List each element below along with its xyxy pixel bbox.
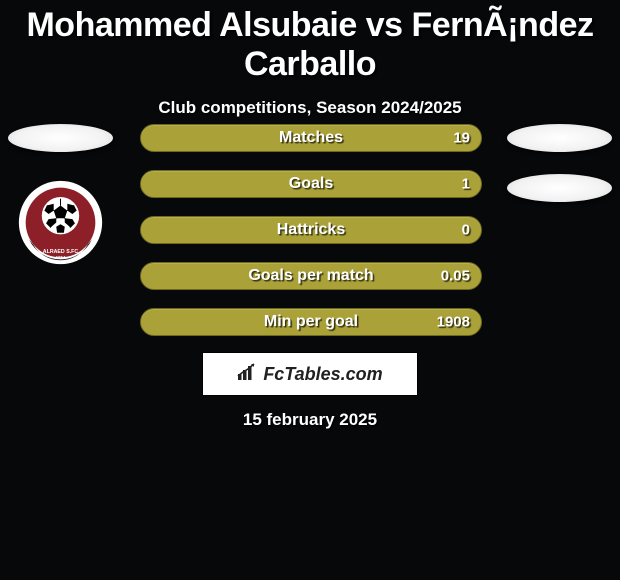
left-player-oval [8,124,113,152]
stat-value: 1 [462,176,470,193]
footer-date: 15 february 2025 [0,410,620,430]
page-subtitle: Club competitions, Season 2024/2025 [0,98,620,118]
stat-label: Min per goal [140,313,482,331]
stat-label: Goals [140,175,482,193]
stats-block: Matches 19 Goals 1 Hattricks 0 Goals per… [140,124,482,354]
brand-box[interactable]: FcTables.com [202,352,418,396]
stat-label: Hattricks [140,221,482,239]
bar-chart-icon [237,362,259,387]
stat-value: 19 [453,130,470,147]
svg-text:ALRAED S.FC: ALRAED S.FC [43,249,79,255]
svg-text:1954: 1954 [56,255,66,260]
stat-label: Goals per match [140,267,482,285]
page-title: Mohammed Alsubaie vs FernÃ¡ndez Carballo [0,0,620,84]
stat-row-hattricks: Hattricks 0 [140,216,482,244]
brand-text: FcTables.com [263,364,382,385]
stat-label: Matches [140,129,482,147]
right-player-oval-2 [507,174,612,202]
stat-value: 0 [462,222,470,239]
stat-row-goals-per-match: Goals per match 0.05 [140,262,482,290]
stat-value: 0.05 [441,268,470,285]
stat-row-matches: Matches 19 [140,124,482,152]
stat-value: 1908 [437,314,470,331]
club-crest: ALRAED S.FC 1954 [18,180,103,265]
stat-row-goals: Goals 1 [140,170,482,198]
right-player-oval-1 [507,124,612,152]
stat-row-min-per-goal: Min per goal 1908 [140,308,482,336]
